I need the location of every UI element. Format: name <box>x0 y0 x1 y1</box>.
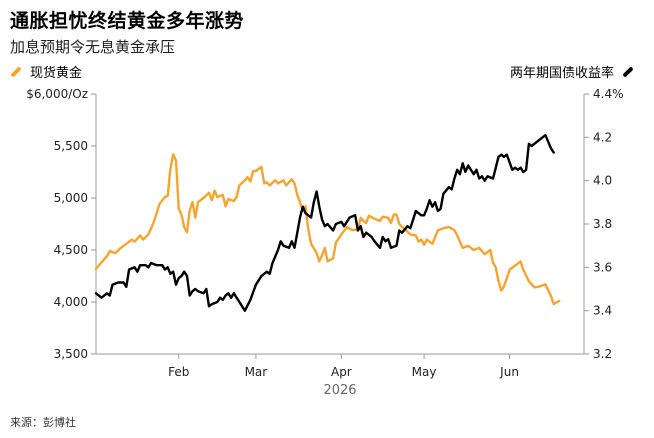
x-tick-label: Feb <box>168 365 189 379</box>
legend-yield-label: 两年期国债收益率 <box>509 66 614 81</box>
x-year-label: 2026 <box>323 383 356 398</box>
y-right-tick-label: 3.4 <box>593 304 612 318</box>
legend-yield: 两年期国债收益率 <box>510 62 634 81</box>
y-left-tick-label: 4,000 <box>54 295 88 309</box>
x-tick-label: Jun <box>499 365 519 379</box>
legend-gold: 现货黄金 <box>10 62 82 81</box>
y-left-tick-label: 4,500 <box>54 243 88 257</box>
x-tick-label: Apr <box>331 365 352 379</box>
y-left-tick-label: $6,000/Oz <box>26 87 88 101</box>
y-right-tick-label: 4.2 <box>593 130 612 144</box>
chart-subtitle: 加息预期令无息黄金承压 <box>10 38 176 56</box>
source-note: 来源：彭博社 <box>10 416 76 429</box>
x-tick-label: Mar <box>245 365 268 379</box>
y-right-tick-label: 3.6 <box>593 260 612 274</box>
y-left-tick-label: 5,000 <box>54 191 88 205</box>
y-left-tick-label: 3,500 <box>54 347 88 361</box>
legend-gold-label: 现货黄金 <box>30 66 83 81</box>
y-right-tick-label: 3.2 <box>593 347 612 361</box>
y-right-tick-label: 4.4% <box>593 87 624 101</box>
y-left-tick-label: 5,500 <box>54 139 88 153</box>
y-right-tick-label: 4.0 <box>593 174 612 188</box>
y-right-tick-label: 3.8 <box>593 217 612 231</box>
treasury-yield-line <box>94 134 555 312</box>
x-tick-label: May <box>412 365 437 379</box>
chart-title: 通胀担忧终结黄金多年涨势 <box>10 10 245 32</box>
gold-price-line <box>94 153 561 306</box>
